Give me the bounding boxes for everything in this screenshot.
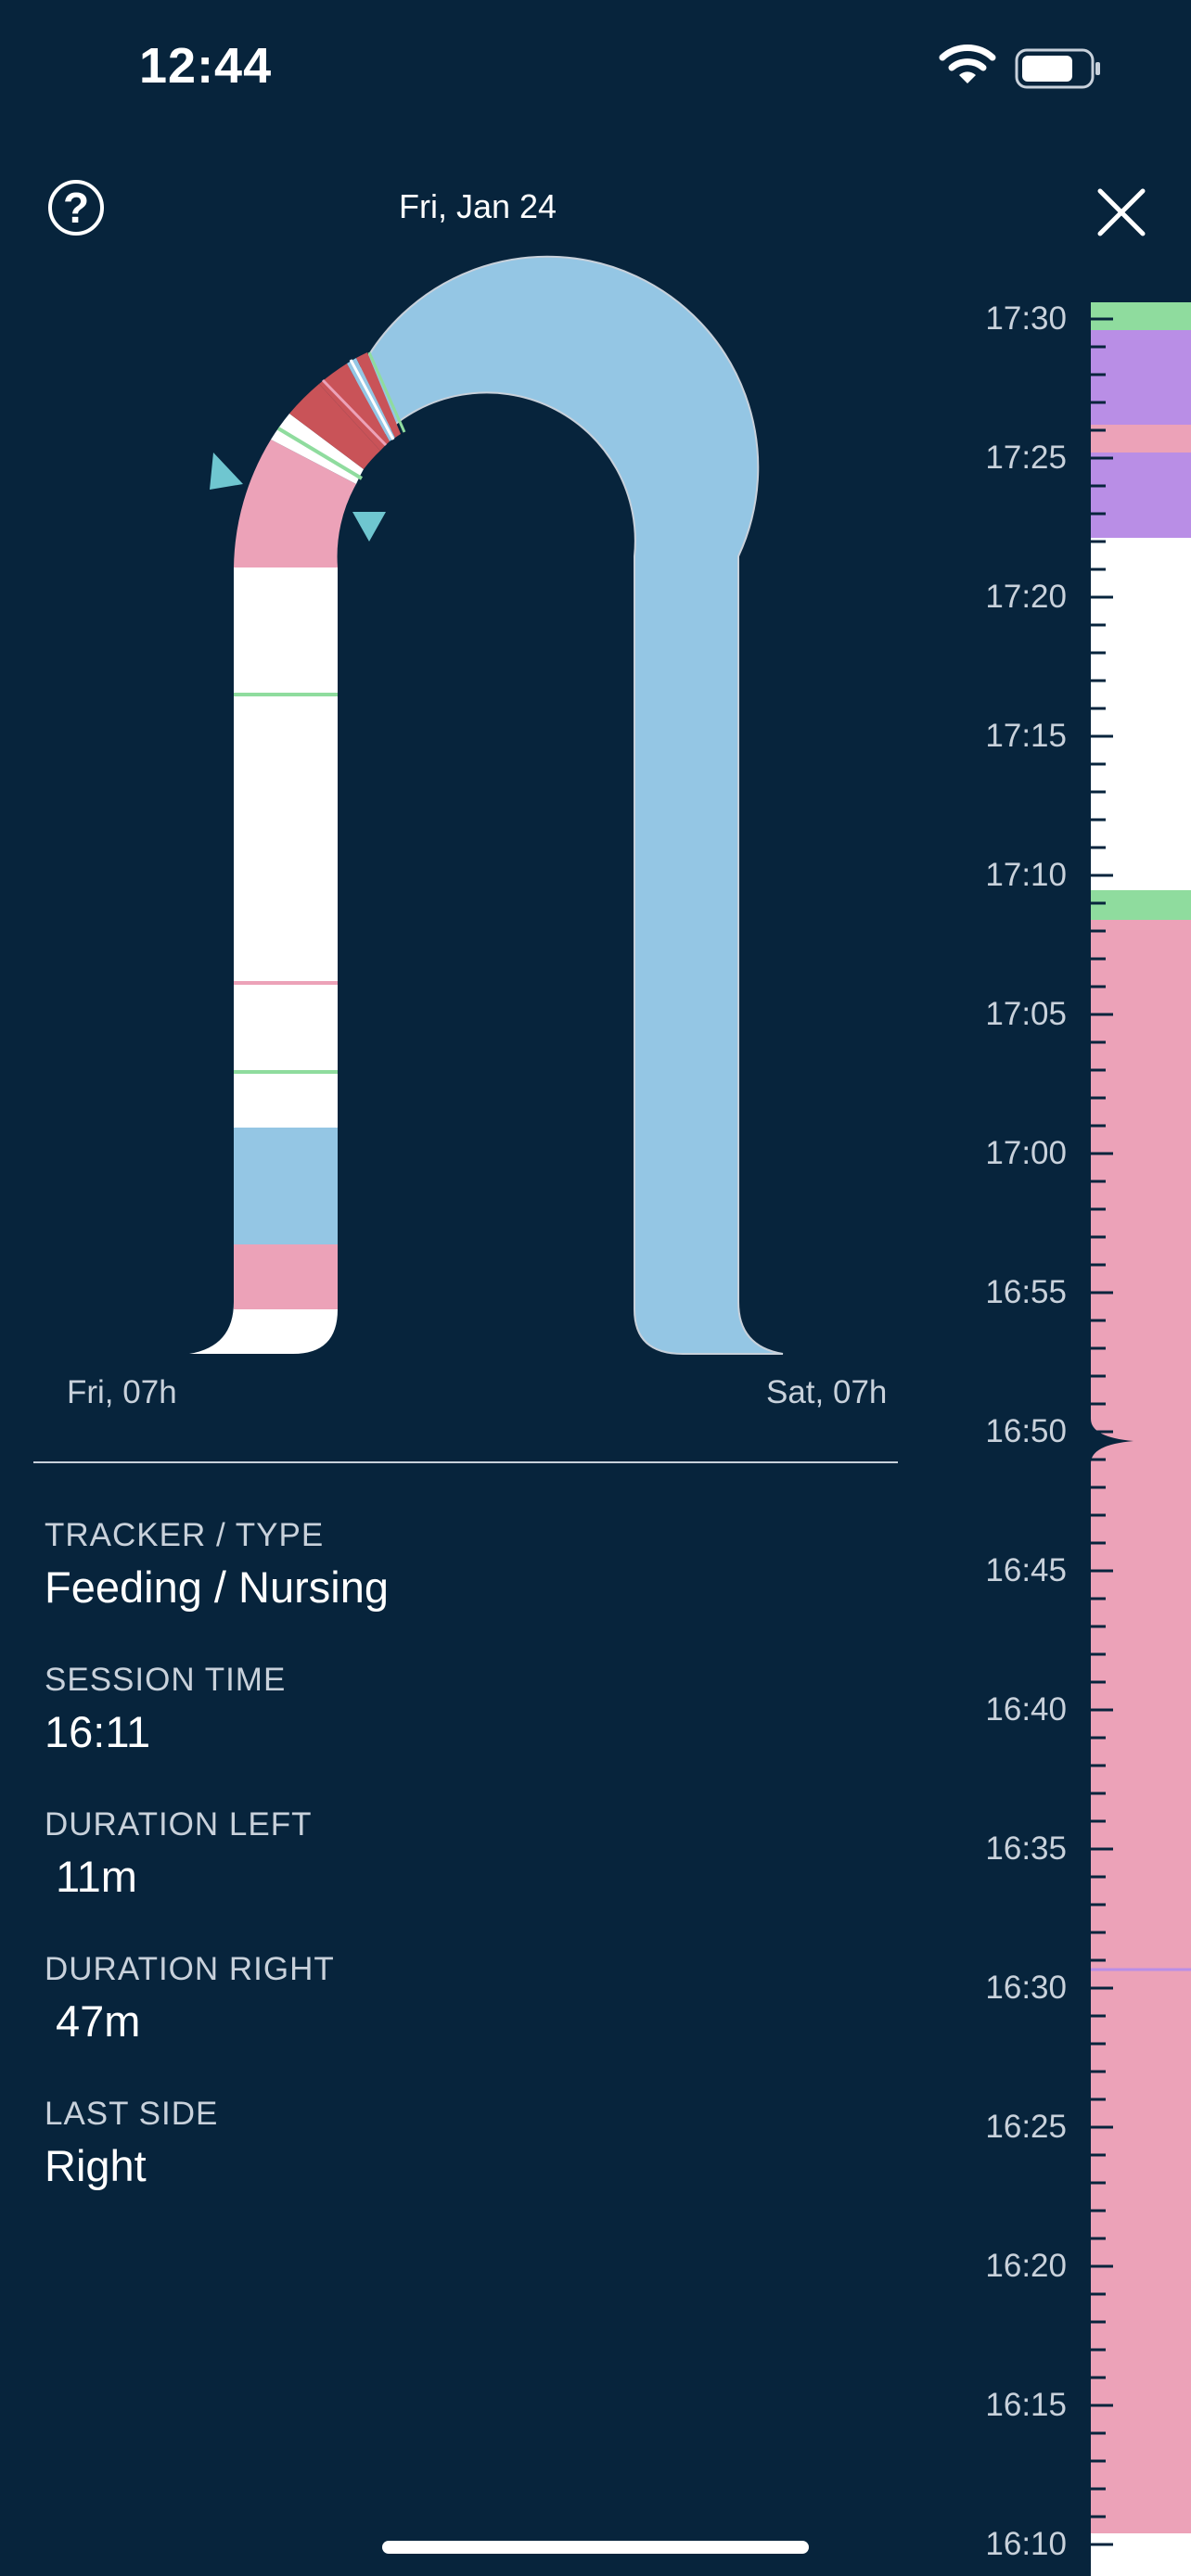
segment-green-line bbox=[234, 1070, 338, 1074]
arch-pink-segment bbox=[234, 440, 356, 567]
detail-key: LAST SIDE bbox=[45, 2096, 219, 2132]
timeline-segment-white bbox=[1091, 2533, 1191, 2576]
divider bbox=[33, 1461, 898, 1463]
date-title: Fri, Jan 24 bbox=[399, 187, 557, 225]
timeline-label: 16:30 bbox=[985, 1970, 1067, 2006]
timeline-label: 17:10 bbox=[985, 857, 1067, 893]
timeline-segment-pink bbox=[1091, 425, 1191, 453]
detail-key: TRACKER / TYPE bbox=[45, 1517, 325, 1553]
end-marker-icon bbox=[352, 512, 386, 542]
detail-key: DURATION LEFT bbox=[45, 1806, 313, 1843]
battery-icon bbox=[1015, 48, 1100, 89]
timeline-segment-pink bbox=[1091, 920, 1191, 2533]
timeline-label: 17:05 bbox=[985, 996, 1067, 1032]
segment-pink-line bbox=[234, 981, 338, 985]
arch-red-segment bbox=[289, 384, 380, 469]
timeline-segment-green bbox=[1091, 890, 1191, 920]
timeline-segment-white bbox=[1091, 538, 1191, 890]
timeline-label: 17:15 bbox=[985, 718, 1067, 754]
timeline-label: 16:40 bbox=[985, 1691, 1067, 1728]
timeline-segment-green bbox=[1091, 302, 1191, 330]
chart-end-label: Sat, 07h bbox=[766, 1374, 888, 1410]
timeline-label: 17:20 bbox=[985, 579, 1067, 615]
segment-pink bbox=[234, 1244, 338, 1309]
timeline-label: 16:15 bbox=[985, 2387, 1067, 2423]
detail-key: SESSION TIME bbox=[45, 1662, 287, 1698]
detail-tracker-type: TRACKER / TYPE Feeding / Nursing bbox=[45, 1517, 389, 1613]
timeline-label: 17:30 bbox=[985, 300, 1067, 337]
arch-chart bbox=[189, 255, 784, 1355]
help-button[interactable]: ? bbox=[48, 180, 104, 236]
timeline-label: 16:45 bbox=[985, 1552, 1067, 1588]
left-leg bbox=[189, 567, 338, 1354]
timeline-ticks bbox=[1091, 317, 1113, 2546]
detail-duration-left: DURATION LEFT 11m bbox=[45, 1806, 312, 1902]
detail-value: Right bbox=[45, 2141, 147, 2190]
timeline-label: 17:00 bbox=[985, 1135, 1067, 1171]
timeline-label: 17:25 bbox=[985, 440, 1067, 476]
timeline-label: 16:25 bbox=[985, 2109, 1067, 2145]
timeline-label: 16:35 bbox=[985, 1830, 1067, 1867]
timeline-label: 16:10 bbox=[985, 2526, 1067, 2562]
timeline-label: 16:55 bbox=[985, 1274, 1067, 1310]
arch-red-segment bbox=[356, 352, 401, 438]
start-marker-icon bbox=[210, 453, 243, 490]
close-button[interactable] bbox=[1096, 187, 1146, 237]
timeline-label: 16:20 bbox=[985, 2248, 1067, 2284]
detail-value: 11m bbox=[56, 1852, 137, 1901]
segment-green-line bbox=[234, 693, 338, 696]
home-indicator[interactable] bbox=[382, 2541, 809, 2554]
timeline-segment-purple bbox=[1091, 453, 1191, 538]
detail-key: DURATION RIGHT bbox=[45, 1951, 335, 1987]
chart-start-label: Fri, 07h bbox=[67, 1374, 177, 1410]
close-icon bbox=[1097, 188, 1146, 236]
detail-value: Feeding / Nursing bbox=[45, 1562, 389, 1612]
wifi-icon bbox=[939, 45, 996, 83]
timeline-segment-purple bbox=[1091, 330, 1191, 425]
segment-blue bbox=[234, 1128, 338, 1244]
question-icon: ? bbox=[62, 184, 90, 232]
timeline-label: 16:50 bbox=[985, 1413, 1067, 1449]
timeline-cursor-icon bbox=[1091, 1419, 1133, 1463]
status-time: 12:44 bbox=[139, 38, 273, 94]
detail-session-time: SESSION TIME 16:11 bbox=[45, 1662, 286, 1757]
detail-last-side: LAST SIDE Right bbox=[45, 2096, 218, 2191]
detail-value: 16:11 bbox=[45, 1707, 151, 1756]
detail-duration-right: DURATION RIGHT 47m bbox=[45, 1951, 335, 2047]
detail-value: 47m bbox=[56, 1996, 141, 2046]
arch-blue-segment bbox=[354, 255, 784, 1355]
